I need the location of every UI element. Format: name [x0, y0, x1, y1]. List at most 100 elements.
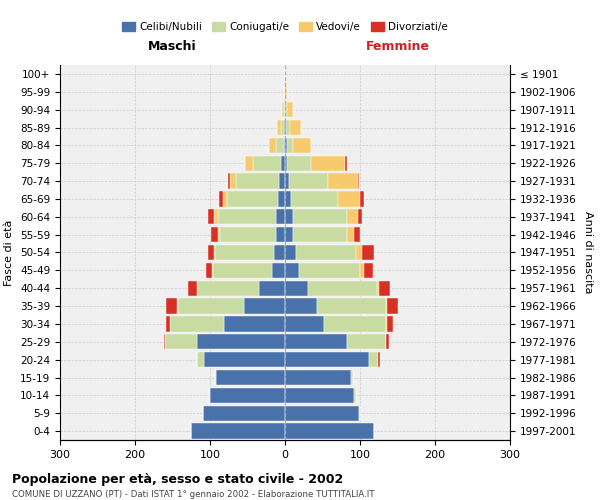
Bar [282, 102, 284, 117]
Legend: Celibi/Nubili, Coniugati/e, Vedovi/e, Divorziati/e: Celibi/Nubili, Coniugati/e, Vedovi/e, Di… [118, 18, 452, 36]
Bar [212, 263, 213, 278]
Bar [276, 209, 285, 224]
Bar [364, 263, 373, 278]
Bar [285, 424, 373, 438]
Bar [347, 334, 386, 349]
Bar [216, 370, 285, 385]
Bar [166, 316, 170, 332]
Bar [293, 209, 347, 224]
Bar [204, 352, 285, 367]
Bar [285, 263, 299, 278]
Bar [387, 316, 393, 332]
Bar [285, 102, 287, 117]
Bar [290, 120, 301, 135]
Bar [191, 424, 285, 438]
Bar [211, 227, 218, 242]
Bar [259, 280, 285, 296]
Bar [187, 280, 197, 296]
Bar [276, 227, 285, 242]
Bar [271, 263, 285, 278]
Bar [324, 316, 386, 332]
Text: COMUNE DI UZZANO (PT) - Dati ISTAT 1° gennaio 2002 - Elaborazione TUTTITALIA.IT: COMUNE DI UZZANO (PT) - Dati ISTAT 1° ge… [12, 490, 374, 499]
Y-axis label: Fasce di età: Fasce di età [4, 220, 14, 286]
Bar [228, 174, 229, 188]
Bar [386, 298, 387, 314]
Bar [287, 102, 293, 117]
Bar [286, 120, 290, 135]
Bar [387, 298, 398, 314]
Bar [218, 209, 276, 224]
Bar [285, 209, 293, 224]
Bar [223, 192, 227, 206]
Bar [165, 334, 197, 349]
Bar [210, 388, 285, 403]
Bar [220, 227, 276, 242]
Bar [356, 245, 362, 260]
Bar [227, 192, 277, 206]
Bar [166, 298, 177, 314]
Bar [208, 245, 214, 260]
Bar [296, 245, 356, 260]
Text: Femmine: Femmine [365, 40, 430, 52]
Bar [379, 280, 390, 296]
Bar [299, 263, 360, 278]
Bar [235, 174, 279, 188]
Bar [214, 245, 215, 260]
Bar [360, 263, 364, 278]
Bar [215, 370, 216, 385]
Bar [285, 298, 317, 314]
Bar [223, 316, 285, 332]
Bar [277, 120, 281, 135]
Bar [219, 192, 223, 206]
Bar [289, 174, 328, 188]
Bar [345, 156, 347, 171]
Bar [285, 227, 293, 242]
Bar [285, 352, 369, 367]
Bar [285, 388, 354, 403]
Y-axis label: Anni di nascita: Anni di nascita [583, 211, 593, 294]
Bar [347, 227, 354, 242]
Bar [317, 298, 386, 314]
Bar [197, 352, 204, 367]
Bar [284, 102, 285, 117]
Bar [276, 138, 284, 153]
Bar [285, 316, 324, 332]
Bar [281, 120, 284, 135]
Bar [285, 334, 347, 349]
Bar [362, 245, 373, 260]
Bar [377, 280, 379, 296]
Bar [197, 334, 285, 349]
Bar [170, 316, 223, 332]
Bar [308, 280, 377, 296]
Bar [215, 245, 274, 260]
Bar [284, 138, 285, 153]
Bar [285, 156, 287, 171]
Bar [285, 280, 308, 296]
Bar [347, 209, 358, 224]
Bar [285, 192, 291, 206]
Bar [354, 227, 360, 242]
Bar [197, 280, 259, 296]
Bar [311, 156, 345, 171]
Bar [293, 227, 347, 242]
Bar [291, 192, 337, 206]
Bar [203, 406, 285, 421]
Bar [386, 334, 389, 349]
Bar [285, 174, 289, 188]
Bar [285, 120, 286, 135]
Bar [244, 298, 285, 314]
Bar [209, 388, 210, 403]
Bar [369, 352, 378, 367]
Bar [284, 120, 285, 135]
Bar [285, 245, 296, 260]
Bar [285, 138, 287, 153]
Bar [281, 156, 285, 171]
Bar [354, 388, 355, 403]
Bar [218, 227, 220, 242]
Bar [328, 174, 358, 188]
Bar [245, 156, 253, 171]
Text: Popolazione per età, sesso e stato civile - 2002: Popolazione per età, sesso e stato civil… [12, 472, 343, 486]
Bar [359, 406, 360, 421]
Bar [213, 263, 271, 278]
Bar [337, 192, 360, 206]
